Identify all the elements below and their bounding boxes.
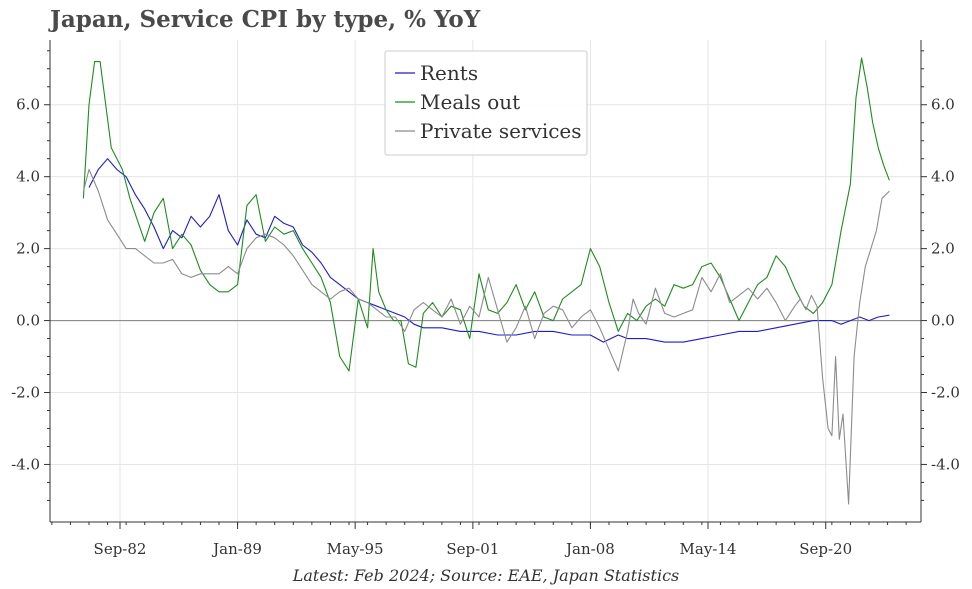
y-tick-label-left: -2.0 — [11, 384, 40, 402]
chart-title: Japan, Service CPI by type, % YoY — [50, 6, 481, 33]
x-tick-label: Jan-89 — [211, 540, 262, 558]
legend-label: Meals out — [420, 90, 520, 114]
series-line-rents — [88, 158, 890, 343]
y-tick-label-right: -4.0 — [931, 455, 960, 473]
axes-layer: -4.0 -4.0 -2.0 -2.0 0.0 0.0 2.0 2.0 4.0 4.0 6.0 6.0… — [11, 40, 960, 558]
x-tick-label: Sep-20 — [799, 540, 852, 558]
series-line-meals-out — [82, 57, 890, 372]
legend-box — [384, 50, 588, 156]
y-tick-label-right: -2.0 — [931, 384, 960, 402]
y-tick-label-right: 2.0 — [931, 240, 955, 258]
source-note: Latest: Feb 2024; Source: EAE, Japan Sta… — [292, 566, 680, 585]
y-tick-label-left: -4.0 — [11, 455, 40, 473]
series-layer — [82, 57, 890, 505]
x-tick-label: May-95 — [327, 540, 384, 558]
x-tick-label: Sep-82 — [94, 540, 147, 558]
y-tick-label-right: 0.0 — [931, 312, 955, 330]
y-tick-label-right: 4.0 — [931, 168, 955, 186]
legend-label: Private services — [420, 119, 582, 143]
x-tick-label: May-14 — [680, 540, 737, 558]
y-tick-label-left: 0.0 — [16, 312, 40, 330]
x-tick-label: Sep-01 — [446, 540, 499, 558]
legend: Rents Meals out Private services — [384, 50, 588, 156]
y-tick-label-right: 6.0 — [931, 96, 955, 114]
x-tick-label: Jan-08 — [564, 540, 615, 558]
y-tick-label-left: 6.0 — [16, 96, 40, 114]
y-tick-label-left: 2.0 — [16, 240, 40, 258]
y-tick-label-left: 4.0 — [16, 168, 40, 186]
series-line-private-services — [82, 168, 890, 505]
legend-label: Rents — [420, 61, 478, 85]
